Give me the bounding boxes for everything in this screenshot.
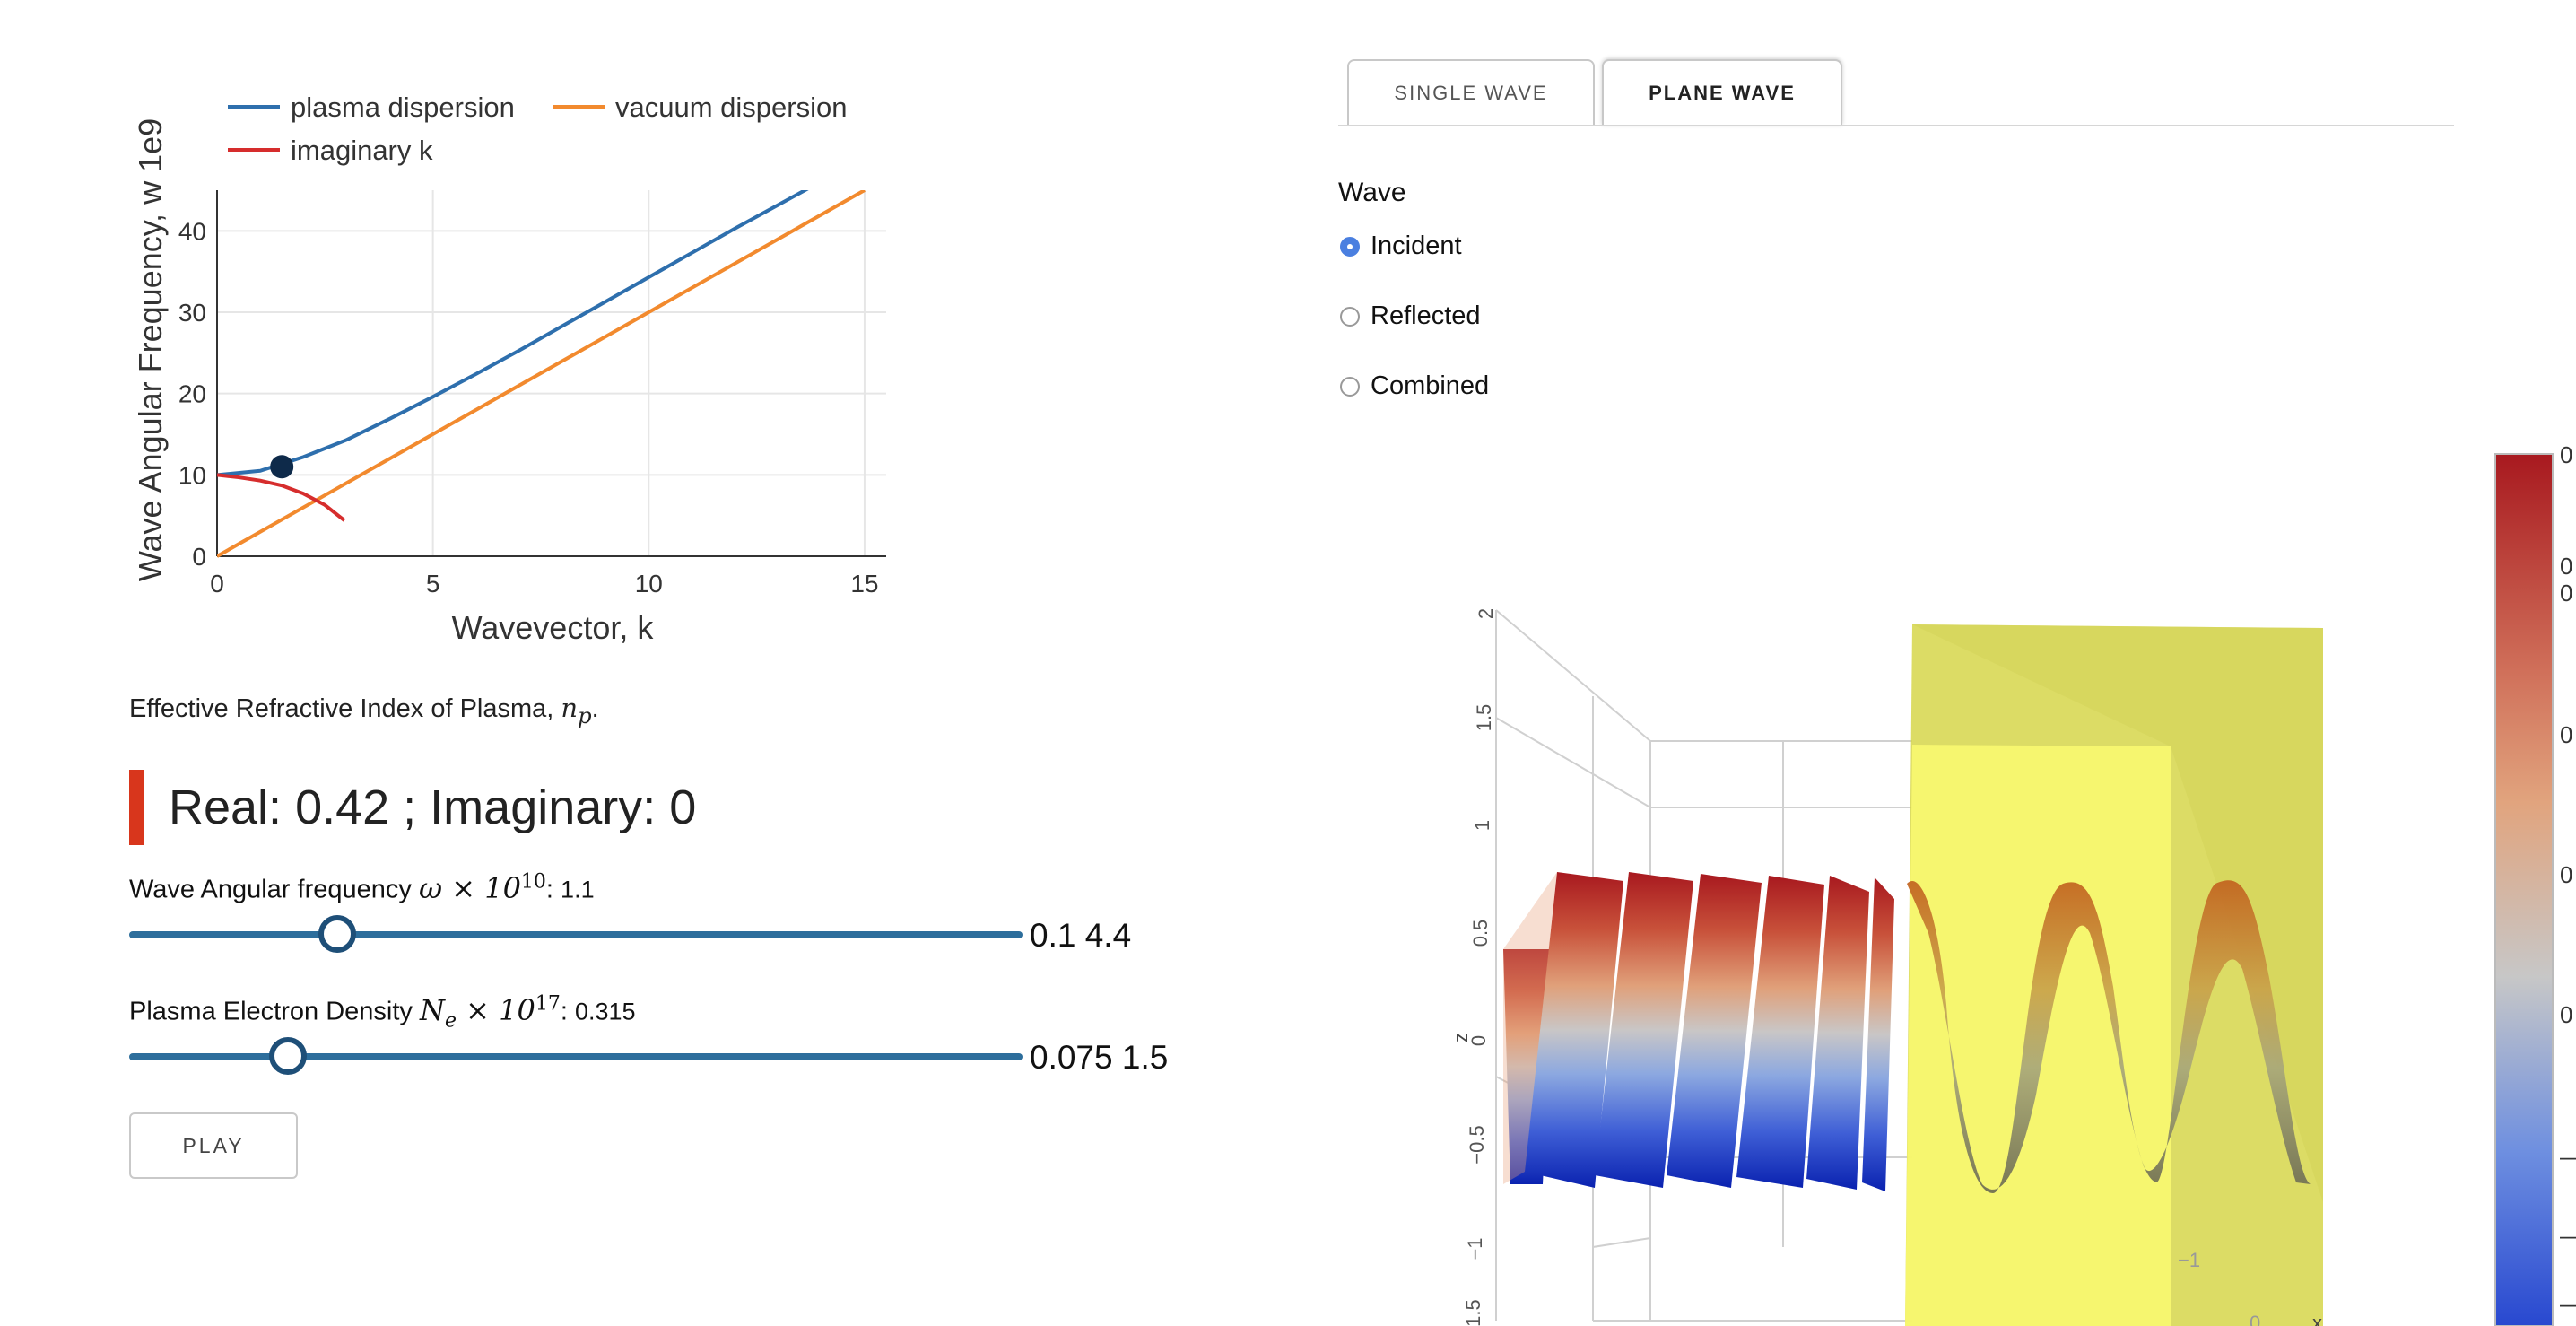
z-axis-title: z — [1449, 1033, 1472, 1042]
radio-incident[interactable]: Incident — [1340, 231, 1462, 261]
z-tick-label: 1.5 — [1473, 704, 1495, 732]
legend-label-plasma: plasma dispersion — [291, 92, 515, 123]
y-tick-label: 40 — [178, 217, 206, 245]
x-axis-tick-zero: 0 — [2250, 1312, 2260, 1326]
radio-label-incident: Incident — [1371, 231, 1462, 260]
colorbar-tick-label: 0 — [2560, 861, 2572, 888]
radio-button-combined[interactable] — [1340, 376, 1360, 397]
x-axis-title: x — [2312, 1312, 2322, 1326]
colorbar-tick-label: — — [2560, 1143, 2576, 1170]
colorbar-tick-label: 0 — [2560, 580, 2572, 606]
legend-label-imaginary: imaginary k — [291, 135, 433, 166]
chart-series — [217, 190, 866, 558]
vacuum-dispersion-line — [217, 190, 866, 558]
x-tick-label: 15 — [850, 570, 878, 598]
y-tick-label: 20 — [178, 380, 206, 408]
refractive-index-symbol: np — [561, 693, 592, 728]
z-tick-label: −1 — [1464, 1237, 1486, 1260]
transmitted-wave-surface — [1907, 880, 2311, 1193]
density-slider-range: 0.075 1.5 — [1030, 1039, 1168, 1077]
y-axis-label: Wave Angular Frequency, w 1e9 — [132, 118, 169, 581]
chart-ticks: 0 5 10 15 0 10 20 30 40 — [178, 217, 879, 598]
z-axis-ticks: 2 1.5 1 0.5 0 −0.5 −1 −1.5 — [1462, 608, 1497, 1326]
x-tick-label: 10 — [635, 570, 663, 598]
z-tick-label: −0.5 — [1466, 1125, 1488, 1164]
frequency-value: 1.1 — [561, 876, 595, 903]
imaginary-k-line — [217, 473, 346, 522]
legend-label-vacuum: vacuum dispersion — [615, 92, 847, 123]
density-slider-track[interactable] — [129, 1053, 1023, 1060]
tab-single-wave[interactable]: SINGLE WAVE — [1347, 59, 1595, 126]
x-axis-tick: −1 — [2178, 1249, 2200, 1271]
tab-plane-wave[interactable]: PLANE WAVE — [1602, 59, 1842, 126]
density-value: 0.315 — [575, 998, 636, 1025]
frequency-slider-track[interactable] — [129, 931, 1023, 938]
x-tick-label: 0 — [210, 570, 224, 598]
z-tick-label: −1.5 — [1462, 1299, 1484, 1326]
density-symbol: Ne × 1017 — [419, 992, 561, 1033]
chart-axes — [216, 190, 886, 557]
colorbar-tick-label: 0 — [2560, 441, 2572, 468]
x-tick-label: 5 — [426, 570, 440, 598]
y-tick-label: 10 — [178, 461, 206, 489]
density-min: 0.075 — [1030, 1039, 1113, 1076]
dispersion-chart: plasma dispersion vacuum dispersion imag… — [132, 92, 886, 646]
z-tick-label: 2 — [1475, 608, 1497, 619]
accent-bar — [129, 770, 144, 845]
colorbar-gradient — [2494, 453, 2554, 1326]
frequency-min: 0.1 — [1030, 917, 1076, 954]
colorbar-tick-label: — — [2560, 1290, 2576, 1317]
y-tick-label: 30 — [178, 299, 206, 327]
plasma-dispersion-line — [217, 190, 809, 477]
y-tick-label: 0 — [192, 543, 206, 571]
frequency-slider-range: 0.1 4.4 — [1030, 917, 1131, 955]
frequency-label-text: Wave Angular frequency — [129, 875, 412, 904]
z-tick-label: 1 — [1471, 820, 1493, 831]
play-button[interactable]: PLAY — [129, 1112, 298, 1179]
colorbar-tick-label: — — [2560, 1222, 2576, 1249]
z-tick-label: 0 — [1467, 1035, 1490, 1046]
density-slider-thumb[interactable] — [269, 1037, 308, 1075]
radio-combined[interactable]: Combined — [1340, 371, 1489, 401]
radio-button-incident[interactable] — [1340, 236, 1360, 257]
chart-grid — [216, 190, 886, 557]
tab-divider — [1338, 125, 2454, 126]
frequency-symbol: ω × 1010 — [418, 870, 546, 905]
radio-label-reflected: Reflected — [1371, 301, 1481, 330]
refractive-index-text: Effective Refractive Index of Plasma, — [129, 694, 554, 723]
refractive-index-value: Real: 0.42 ; Imaginary: 0 — [169, 781, 697, 834]
colorbar-tick-label: 0 — [2560, 553, 2572, 580]
radio-reflected[interactable]: Reflected — [1340, 301, 1481, 331]
density-max: 1.5 — [1121, 1039, 1169, 1076]
frequency-slider-thumb[interactable] — [318, 915, 357, 953]
density-label-text: Plasma Electron Density — [129, 997, 413, 1026]
wave-3d-plot[interactable]: 2 1.5 1 0.5 0 −0.5 −1 −1.5 z −1 0 x — [1417, 574, 2350, 1326]
refractive-index-label: Effective Refractive Index of Plasma, np… — [129, 693, 599, 728]
density-slider-label: Plasma Electron Density Ne × 1017: 0.315 — [129, 992, 636, 1033]
frequency-slider-label: Wave Angular frequency ω × 1010: 1.1 — [129, 870, 595, 905]
incident-wave-surface — [1503, 872, 1894, 1191]
chart-legend: plasma dispersion vacuum dispersion imag… — [228, 92, 847, 166]
wave-heading: Wave — [1338, 178, 1406, 207]
refractive-index-display: Real: 0.42 ; Imaginary: 0 — [129, 770, 696, 845]
radio-label-combined: Combined — [1371, 371, 1490, 400]
colorbar-tick-label: 0 — [2560, 721, 2572, 748]
dispersion-marker[interactable] — [270, 455, 294, 479]
radio-button-reflected[interactable] — [1340, 306, 1360, 327]
x-axis-label: Wavevector, k — [452, 609, 655, 646]
colorbar-tick-label: 0 — [2560, 1001, 2572, 1028]
frequency-max: 4.4 — [1084, 917, 1132, 954]
z-tick-label: 0.5 — [1469, 920, 1492, 947]
